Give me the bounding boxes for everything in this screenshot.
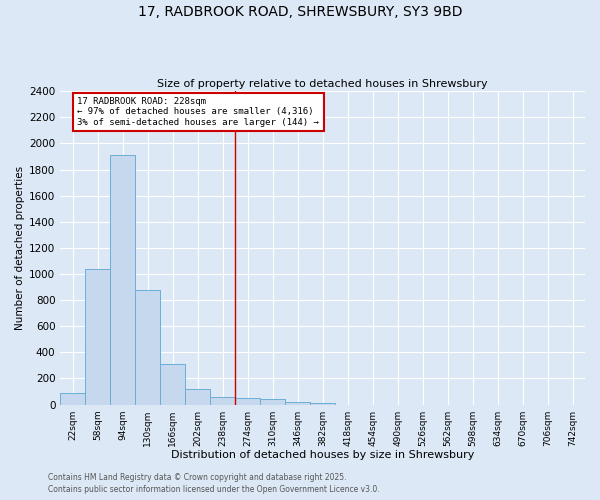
Bar xyxy=(185,389,210,404)
X-axis label: Distribution of detached houses by size in Shrewsbury: Distribution of detached houses by size … xyxy=(171,450,475,460)
Bar xyxy=(60,393,85,404)
Bar xyxy=(235,398,260,404)
Bar xyxy=(135,290,160,405)
Bar xyxy=(285,402,310,404)
Bar xyxy=(160,364,185,405)
Y-axis label: Number of detached properties: Number of detached properties xyxy=(15,166,25,330)
Title: Size of property relative to detached houses in Shrewsbury: Size of property relative to detached ho… xyxy=(157,79,488,89)
Bar xyxy=(260,400,285,404)
Text: 17, RADBROOK ROAD, SHREWSBURY, SY3 9BD: 17, RADBROOK ROAD, SHREWSBURY, SY3 9BD xyxy=(138,5,462,19)
Bar xyxy=(210,397,235,404)
Bar xyxy=(110,155,135,404)
Bar xyxy=(85,270,110,404)
Text: 17 RADBROOK ROAD: 228sqm
← 97% of detached houses are smaller (4,316)
3% of semi: 17 RADBROOK ROAD: 228sqm ← 97% of detach… xyxy=(77,97,319,127)
Text: Contains HM Land Registry data © Crown copyright and database right 2025.
Contai: Contains HM Land Registry data © Crown c… xyxy=(48,472,380,494)
Bar xyxy=(310,402,335,404)
